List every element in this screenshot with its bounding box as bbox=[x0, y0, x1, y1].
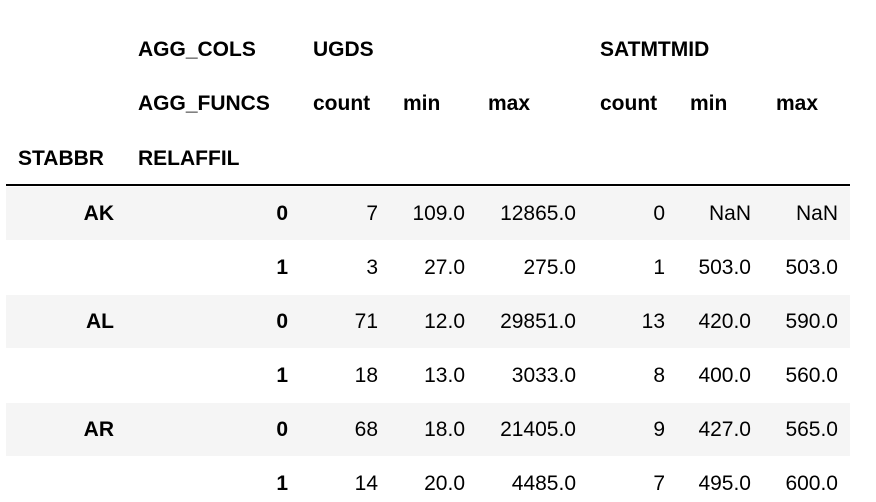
header-sat-min: min bbox=[690, 92, 728, 115]
row-stripe bbox=[6, 187, 850, 240]
cell-ugds-max: 12865.0 bbox=[500, 202, 576, 225]
cell-sat-count: 1 bbox=[653, 256, 665, 279]
index-relaffil: 1 bbox=[276, 472, 288, 495]
cell-ugds-max: 21405.0 bbox=[500, 418, 576, 441]
cell-sat-count: 7 bbox=[653, 472, 665, 495]
header-col-ugds: UGDS bbox=[313, 38, 374, 61]
header-divider bbox=[6, 184, 850, 186]
cell-sat-max: 590.0 bbox=[785, 310, 838, 333]
cell-sat-count: 13 bbox=[641, 310, 665, 333]
header-ugds-count: count bbox=[313, 92, 371, 115]
cell-ugds-max: 3033.0 bbox=[511, 364, 576, 387]
index-relaffil: 0 bbox=[276, 202, 288, 225]
cell-ugds-count: 18 bbox=[354, 364, 378, 387]
cell-ugds-max: 29851.0 bbox=[500, 310, 576, 333]
index-stabbr: AL bbox=[86, 310, 114, 333]
cell-ugds-min: 12.0 bbox=[424, 310, 465, 333]
cell-ugds-count: 14 bbox=[354, 472, 378, 495]
cell-sat-count: 8 bbox=[653, 364, 665, 387]
cell-sat-min: 495.0 bbox=[698, 472, 751, 495]
cell-sat-count: 0 bbox=[653, 202, 665, 225]
cell-sat-min: 400.0 bbox=[698, 364, 751, 387]
cell-sat-min: NaN bbox=[708, 202, 751, 225]
row-stripe bbox=[6, 403, 850, 456]
index-name-relaffil: RELAFFIL bbox=[138, 147, 240, 170]
cell-ugds-min: 18.0 bbox=[424, 418, 465, 441]
header-ugds-max: max bbox=[488, 92, 531, 115]
cell-sat-max: 600.0 bbox=[785, 472, 838, 495]
cell-sat-min: 427.0 bbox=[698, 418, 751, 441]
cell-sat-max: 560.0 bbox=[785, 364, 838, 387]
cell-sat-max: 503.0 bbox=[785, 256, 838, 279]
cell-ugds-count: 71 bbox=[354, 310, 378, 333]
header-level-agg-funcs: AGG_FUNCS bbox=[138, 92, 270, 115]
index-stabbr: AR bbox=[83, 418, 114, 441]
cell-ugds-min: 109.0 bbox=[412, 202, 465, 225]
index-relaffil: 1 bbox=[276, 364, 288, 387]
cell-sat-min: 420.0 bbox=[698, 310, 751, 333]
header-level-agg-cols: AGG_COLS bbox=[138, 38, 256, 61]
header-sat-count: count bbox=[600, 92, 658, 115]
cell-ugds-min: 20.0 bbox=[424, 472, 465, 495]
cell-ugds-min: 13.0 bbox=[424, 364, 465, 387]
header-sat-max: max bbox=[776, 92, 819, 115]
cell-sat-count: 9 bbox=[653, 418, 665, 441]
cell-sat-max: 565.0 bbox=[785, 418, 838, 441]
cell-ugds-max: 275.0 bbox=[523, 256, 576, 279]
cell-ugds-count: 68 bbox=[354, 418, 378, 441]
index-stabbr: AK bbox=[83, 202, 114, 225]
cell-ugds-count: 3 bbox=[366, 256, 378, 279]
cell-ugds-min: 27.0 bbox=[424, 256, 465, 279]
index-relaffil: 1 bbox=[276, 256, 288, 279]
index-relaffil: 0 bbox=[276, 310, 288, 333]
cell-ugds-count: 7 bbox=[366, 202, 378, 225]
cell-sat-min: 503.0 bbox=[698, 256, 751, 279]
index-name-stabbr: STABBR bbox=[18, 147, 104, 170]
header-ugds-min: min bbox=[403, 92, 441, 115]
cell-ugds-max: 4485.0 bbox=[511, 472, 576, 495]
cell-sat-max: NaN bbox=[795, 202, 838, 225]
header-col-satmtmid: SATMTMID bbox=[600, 38, 710, 61]
row-stripe bbox=[6, 295, 850, 348]
index-relaffil: 0 bbox=[276, 418, 288, 441]
